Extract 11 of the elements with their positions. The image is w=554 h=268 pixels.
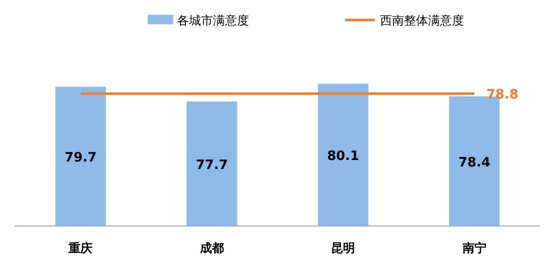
x-tick-label: 昆明: [331, 241, 356, 255]
x-tick-label: 成都: [198, 241, 224, 255]
x-tick-label: 重庆: [68, 241, 93, 255]
data-label: 78.8: [486, 88, 518, 103]
legend-label: 各城市满意度: [177, 14, 249, 28]
x-tick-label: 南宁: [461, 241, 486, 255]
data-label: 79.7: [64, 150, 97, 166]
data-label: 78.4: [458, 155, 490, 170]
legend-label: 西南整体满意度: [380, 14, 464, 28]
data-label: 80.1: [327, 149, 360, 164]
data-label: 77.7: [196, 158, 228, 173]
